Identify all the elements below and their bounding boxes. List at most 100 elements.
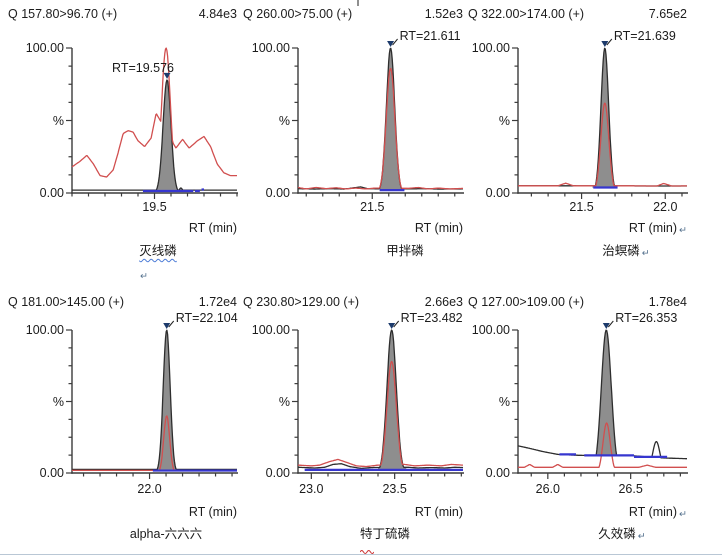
y-axis-max-label: 100.00	[471, 323, 510, 337]
y-axis-min-label: 0.00	[485, 186, 510, 200]
x-axis-title: RT (min)	[137, 504, 237, 520]
rt-leader-line	[393, 320, 400, 328]
quantifier-trace	[298, 329, 464, 470]
y-axis-percent-label: %	[52, 113, 64, 128]
intensity-label: 1.72e4	[198, 295, 237, 309]
x-axis-title: RT (min)	[363, 504, 463, 520]
transition-label: Q 260.00>75.00 (+)	[243, 7, 353, 21]
peak-marker-icon	[163, 323, 171, 329]
x-tick-label: 19.5	[142, 200, 167, 214]
quantifier-trace	[72, 79, 237, 191]
compound-name-text: 久效磷	[598, 527, 636, 541]
peak-marker-icon	[387, 41, 395, 47]
rt-annotation: RT=22.104	[175, 311, 238, 325]
y-axis-min-label: 0.00	[39, 186, 64, 200]
y-axis-max-label: 100.00	[25, 323, 64, 337]
compound-label: 甲拌磷	[335, 243, 475, 259]
x-tick-label: 26.0	[535, 482, 560, 496]
compound-label: alpha-六六六	[96, 526, 236, 542]
quantifier-trace	[72, 329, 237, 471]
y-axis-percent-label: %	[498, 113, 510, 128]
peak-fill-area	[592, 48, 618, 188]
y-axis-min-label: 0.00	[39, 466, 64, 480]
x-tick-label: 21.5	[569, 200, 594, 214]
rt-leader-line	[168, 320, 175, 328]
compound-name-text: 甲拌磷	[386, 244, 424, 258]
x-axis-title-text: RT (min)	[628, 221, 678, 235]
quantifier-trace	[517, 329, 687, 460]
transition-label: Q 230.80>129.00 (+)	[243, 295, 360, 309]
x-axis-title: RT (min) ↵	[587, 220, 687, 236]
quantifier-trace	[298, 47, 463, 190]
compound-name-text: 特丁硫磷	[359, 527, 410, 541]
transition-label: Q 157.80>96.70 (+)	[8, 7, 118, 21]
spellcheck-squiggle	[359, 541, 375, 554]
intensity-label: 7.65e2	[648, 7, 687, 21]
plot-area[interactable]	[290, 32, 475, 205]
y-axis-max-label: 100.00	[25, 41, 64, 55]
qualifier-trace	[297, 360, 463, 468]
plot-area[interactable]	[510, 32, 699, 205]
x-tick-label: 22.0	[653, 200, 678, 214]
compound-name-text: alpha-六六六	[129, 527, 203, 541]
compound-name-text: 治螟磷	[602, 244, 640, 258]
x-tick-label: 21.5	[360, 200, 385, 214]
x-axis-title-text: RT (min)	[628, 505, 678, 519]
x-axis-title-text: RT (min)	[414, 221, 463, 235]
qualifier-trace	[72, 415, 237, 472]
transition-label: Q 181.00>145.00 (+)	[8, 295, 125, 309]
peak-fill-area	[586, 330, 634, 456]
text-cursor-artifact	[357, 0, 359, 6]
y-axis-max-label: 100.00	[251, 323, 290, 337]
x-tick-label: 22.0	[137, 482, 162, 496]
y-axis-percent-label: %	[52, 394, 64, 409]
plot-area[interactable]	[64, 314, 249, 485]
x-tick-label: 23.5	[382, 482, 407, 496]
plot-area[interactable]	[290, 314, 475, 485]
rt-leader-line	[392, 38, 398, 46]
rt-leader-line	[606, 38, 613, 46]
intensity-label: 4.84e3	[198, 7, 237, 21]
qualifier-trace	[518, 102, 687, 187]
x-tick-label: 23.0	[299, 482, 324, 496]
y-axis-percent-label: %	[498, 394, 510, 409]
x-axis-title: RT (min) ↵	[587, 504, 687, 520]
y-axis-max-label: 100.00	[251, 41, 290, 55]
transition-label: Q 322.00>174.00 (+)	[468, 7, 585, 21]
x-axis-title-text: RT (min)	[188, 221, 237, 235]
compound-name-text: 灭线磷	[139, 244, 177, 258]
x-axis-title: RT (min)	[137, 220, 237, 236]
compound-label: 特丁硫磷	[315, 526, 455, 542]
y-axis-min-label: 0.00	[265, 186, 290, 200]
paragraph-mark: ↵	[637, 531, 646, 542]
x-axis-title-text: RT (min)	[414, 505, 463, 519]
plot-area[interactable]	[64, 32, 249, 205]
rt-annotation: RT=23.482	[400, 311, 463, 325]
rt-annotation: RT=19.576	[112, 60, 175, 75]
y-axis-min-label: 0.00	[485, 466, 510, 480]
rt-annotation: RT=21.639	[613, 29, 676, 43]
compound-label: 久效磷 ↵	[552, 526, 692, 542]
y-axis-percent-label: %	[278, 113, 290, 128]
paragraph-mark: ↵	[641, 248, 650, 259]
peak-marker-icon	[601, 41, 609, 47]
y-axis-percent-label: %	[278, 394, 290, 409]
intensity-label: 2.66e3	[424, 295, 463, 309]
peak-fill-area	[154, 330, 180, 471]
y-axis-max-label: 100.00	[471, 41, 510, 55]
peak-marker-icon	[602, 323, 610, 329]
qualifier-trace	[297, 67, 463, 190]
qualifier-trace	[71, 47, 237, 178]
rt-annotation: RT=26.353	[615, 311, 678, 325]
rt-annotation: RT=21.611	[399, 29, 461, 43]
intensity-label: 1.52e3	[424, 7, 463, 21]
x-tick-label: 26.5	[618, 482, 643, 496]
plot-area[interactable]	[510, 314, 699, 485]
paragraph-mark: ↵	[679, 225, 687, 236]
compound-label: 治螟磷 ↵	[556, 243, 696, 259]
intensity-label: 1.78e4	[648, 295, 687, 309]
peak-fill-area	[149, 80, 186, 191]
transition-label: Q 127.00>109.00 (+)	[468, 295, 585, 309]
peak-marker-icon	[388, 323, 396, 329]
